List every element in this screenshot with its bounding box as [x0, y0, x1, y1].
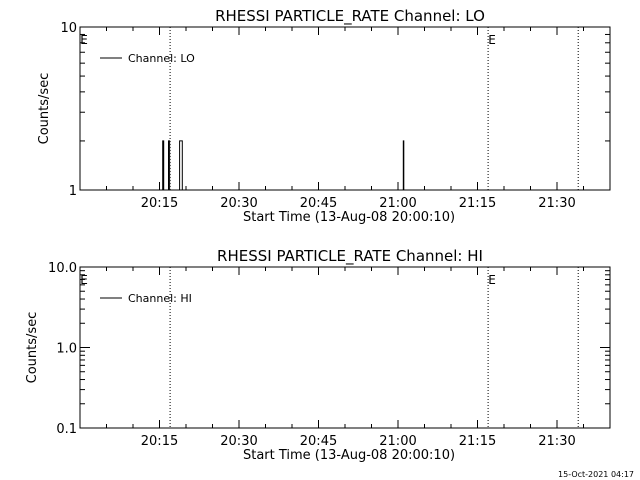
x-axis-label: Start Time (13-Aug-08 20:00:10) [243, 448, 455, 463]
series-line [162, 140, 405, 191]
y-axis-label: Counts/sec [37, 73, 52, 145]
x-tick-label: 21:30 [538, 196, 575, 211]
legend-entry: Channel: HI [128, 292, 192, 305]
x-tick-label: 21:30 [538, 434, 575, 449]
event-marker-label: E [488, 33, 496, 47]
x-tick-label: 21:00 [379, 434, 416, 449]
x-axis-label: Start Time (13-Aug-08 20:00:10) [243, 210, 455, 225]
x-tick-label: 20:15 [141, 434, 178, 449]
y-tick-label: 1.0 [56, 342, 77, 357]
x-tick-label: 21:15 [459, 434, 496, 449]
plot-lo: RHESSI PARTICLE_RATE Channel: LO 20:15 20:… [37, 7, 611, 225]
x-tick-label: 21:15 [459, 196, 496, 211]
event-marker-label: E [488, 273, 496, 287]
x-tick-label: 20:30 [220, 434, 257, 449]
y-tick-label: 0.1 [56, 422, 77, 437]
chart-title: RHESSI PARTICLE_RATE Channel: LO [215, 7, 485, 26]
plot-hi: RHESSI PARTICLE_RATE Channel: HI 20:15 20:… [25, 247, 611, 463]
x-tick-label: 20:45 [300, 434, 337, 449]
timestamp-footer: 15-Oct-2021 04:17 [558, 470, 634, 479]
y-tick-label: 10.0 [48, 261, 77, 276]
chart-title: RHESSI PARTICLE_RATE Channel: HI [217, 247, 483, 266]
legend-entry: Channel: LO [128, 52, 195, 65]
event-marker-label: E [80, 33, 88, 47]
x-tick-label: 20:30 [220, 196, 257, 211]
x-tick-label: 20:45 [300, 196, 337, 211]
y-axis-label: Counts/sec [25, 312, 40, 384]
x-tick-label: 21:00 [379, 196, 416, 211]
y-tick-label: 1 [69, 184, 77, 199]
event-marker-label: E [80, 273, 88, 287]
y-tick-label: 10 [60, 21, 77, 36]
x-tick-label: 20:15 [141, 196, 178, 211]
